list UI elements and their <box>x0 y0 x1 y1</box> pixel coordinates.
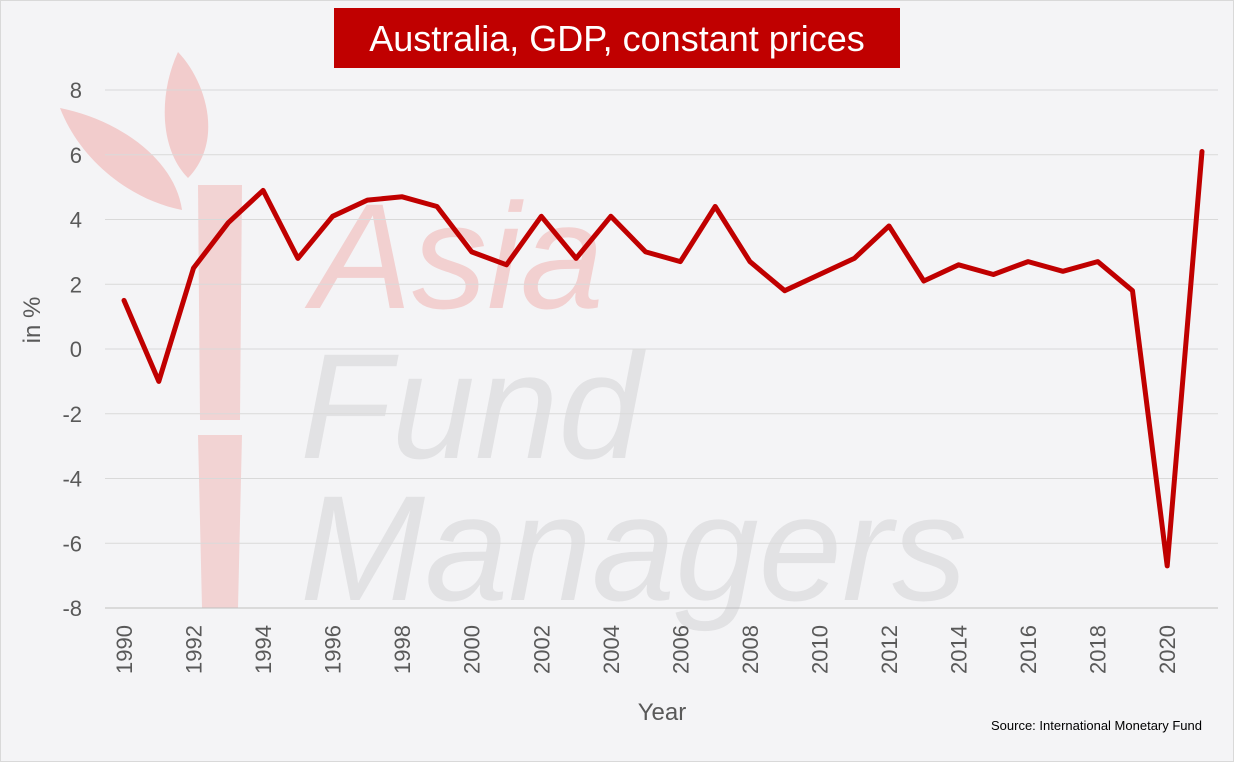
x-tick-label: 2014 <box>947 625 972 674</box>
gdp-growth-line <box>121 149 1205 569</box>
source-note: Source: International Monetary Fund <box>991 718 1202 733</box>
x-tick-label: 1996 <box>321 625 346 674</box>
x-tick-label: 2010 <box>807 625 832 674</box>
x-tick-label: 2016 <box>1016 625 1041 674</box>
x-tick-label: 1998 <box>390 625 415 674</box>
watermark-stem-upper <box>198 185 242 420</box>
x-tick-label: 1990 <box>112 625 137 674</box>
x-axis-title: Year <box>638 699 687 726</box>
y-axis-ticks: 8 6 4 2 0 -2 -4 -6 -8 <box>62 78 82 621</box>
watermark-text-fund: Fund <box>300 322 646 490</box>
watermark-text-asia: Asia <box>304 172 604 340</box>
y-axis-title: in % <box>19 297 46 344</box>
y-tick-label: 4 <box>70 208 82 233</box>
chart-title: Australia, GDP, constant prices <box>369 18 865 59</box>
y-tick-label: -4 <box>62 467 82 492</box>
y-tick-label: -2 <box>62 402 82 427</box>
x-tick-label: 1992 <box>182 625 207 674</box>
x-tick-label: 2000 <box>460 625 485 674</box>
x-axis-ticks: 1990 1992 1994 1996 1998 2000 2002 2004 2006 2008… <box>112 625 1180 674</box>
x-tick-label: 2012 <box>877 625 902 674</box>
gridlines <box>105 89 1218 609</box>
title-banner <box>334 8 900 68</box>
y-tick-label: -6 <box>62 531 82 556</box>
x-tick-label: 2004 <box>599 625 624 674</box>
x-tick-label: 2002 <box>529 625 554 674</box>
watermark-logo: Asia Fund Managers <box>60 52 967 632</box>
y-tick-label: 2 <box>70 272 82 297</box>
watermark-text-managers: Managers <box>300 464 967 632</box>
x-tick-label: 2008 <box>738 625 763 674</box>
x-tick-label: 2018 <box>1086 625 1111 674</box>
x-tick-label: 2020 <box>1155 625 1180 674</box>
x-tick-label: 2006 <box>668 625 693 674</box>
x-tick-label: 1994 <box>251 625 276 674</box>
series-layer <box>121 149 1205 569</box>
y-tick-label: 0 <box>70 337 82 362</box>
y-tick-label: 6 <box>70 143 82 168</box>
watermark-leaf-left <box>60 108 182 210</box>
watermark-leaf-right <box>164 52 209 178</box>
watermark-stem-lower <box>198 435 242 608</box>
y-tick-label: -8 <box>62 596 82 621</box>
y-tick-label: 8 <box>70 78 82 103</box>
